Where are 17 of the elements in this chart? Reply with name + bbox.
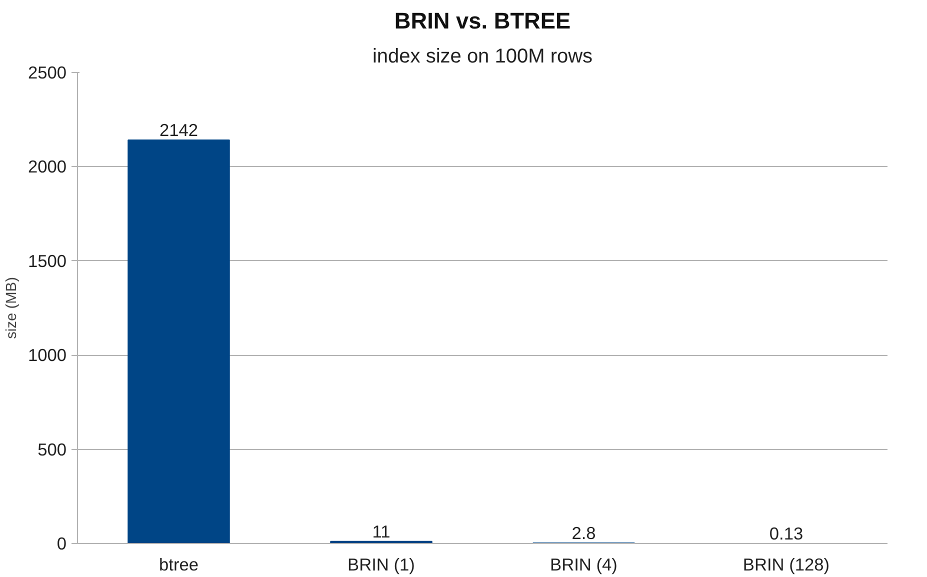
y-axis-title: size (MB)	[4, 277, 20, 339]
x-tick-label: btree	[159, 554, 198, 574]
y-tick-label: 1500	[28, 250, 67, 271]
y-tick-label: 500	[38, 439, 67, 460]
data-label: 2142	[159, 120, 198, 140]
chart-title: BRIN vs. BTREE	[394, 8, 571, 34]
y-tick-label: 0	[56, 534, 67, 554]
x-tick-label: BRIN (128)	[742, 554, 830, 574]
y-tick-label: 2500	[28, 62, 67, 82]
y-tick-label: 2000	[28, 156, 67, 177]
data-label: 2.8	[572, 522, 596, 543]
chart-subtitle: index size on 100M rows	[372, 46, 593, 68]
data-label: 11	[372, 521, 390, 542]
x-tick-label: BRIN (4)	[550, 554, 618, 574]
y-tick-label: 1000	[28, 345, 67, 366]
x-tick-label: BRIN (1)	[348, 554, 415, 574]
data-label: 0.13	[769, 523, 804, 544]
